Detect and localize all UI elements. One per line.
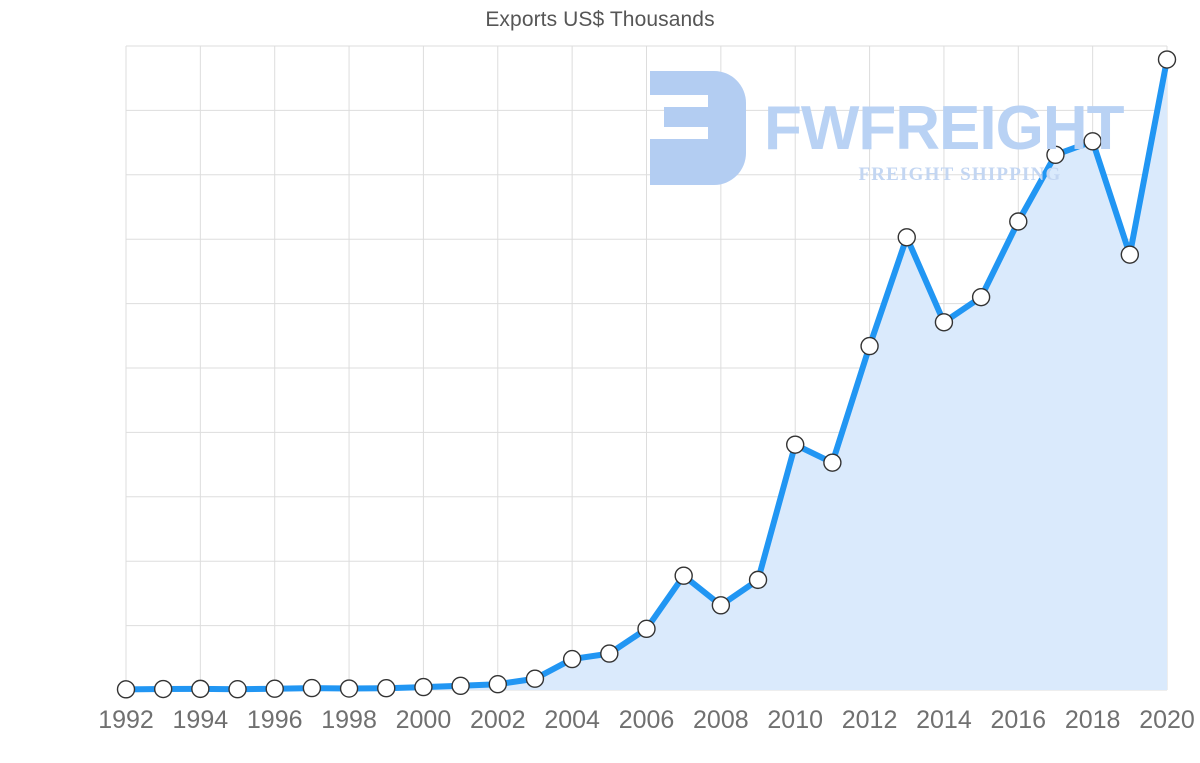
data-point-marker[interactable]: [451, 676, 470, 696]
x-axis-tick-label: 1996: [246, 706, 303, 734]
chart-title: Exports US$ Thousands: [485, 8, 715, 31]
data-point-marker[interactable]: [711, 596, 731, 615]
x-axis-tick-label: 1992: [98, 706, 154, 734]
data-point-marker[interactable]: [748, 570, 768, 590]
data-point-marker[interactable]: [860, 336, 879, 356]
x-axis-tick-label: 2010: [767, 706, 824, 734]
area-fill: [126, 59, 1167, 690]
data-point-marker[interactable]: [600, 644, 619, 663]
data-point-marker[interactable]: [377, 679, 396, 698]
x-axis-tick-label: 1998: [321, 706, 377, 734]
data-point-marker[interactable]: [302, 678, 322, 698]
data-point-marker[interactable]: [414, 677, 433, 697]
data-point-marker[interactable]: [1046, 145, 1065, 165]
data-point-marker[interactable]: [1157, 50, 1177, 69]
data-point-marker[interactable]: [525, 669, 545, 688]
data-point-marker[interactable]: [971, 287, 991, 307]
data-point-marker[interactable]: [116, 680, 136, 699]
x-axis-tick-label: 2014: [916, 706, 972, 734]
data-point-marker[interactable]: [637, 619, 656, 639]
data-point-marker[interactable]: [153, 679, 173, 699]
x-axis-tick-label: 2012: [841, 706, 898, 734]
data-point-marker[interactable]: [339, 679, 359, 698]
data-point-marker[interactable]: [897, 228, 916, 247]
data-point-marker[interactable]: [1083, 132, 1102, 151]
data-point-marker[interactable]: [1120, 245, 1140, 264]
x-axis-tick-label: 2008: [693, 706, 749, 734]
data-point-marker[interactable]: [823, 453, 842, 472]
data-point-marker[interactable]: [265, 679, 284, 698]
data-point-marker[interactable]: [488, 675, 507, 694]
x-axis-tick-label: 2016: [990, 706, 1047, 734]
data-point-markers: [116, 50, 1177, 699]
x-axis-tick-label: 2004: [544, 706, 600, 734]
data-point-marker[interactable]: [191, 679, 210, 699]
data-point-marker[interactable]: [228, 680, 247, 699]
x-axis-tick-label: 2002: [469, 706, 526, 734]
x-axis-tick-label: 2000: [395, 706, 452, 734]
area-fill-path: [126, 59, 1167, 690]
data-point-marker[interactable]: [1009, 212, 1028, 231]
x-axis-tick-label: 2006: [618, 706, 675, 734]
data-point-marker[interactable]: [786, 435, 805, 454]
data-point-marker[interactable]: [674, 566, 693, 585]
data-point-marker[interactable]: [934, 313, 954, 332]
x-axis-tick-label: 1994: [172, 706, 229, 734]
data-point-marker[interactable]: [562, 649, 582, 669]
x-axis-tick-label: 2020: [1139, 706, 1195, 734]
x-axis-tick-label: 2018: [1064, 706, 1121, 734]
